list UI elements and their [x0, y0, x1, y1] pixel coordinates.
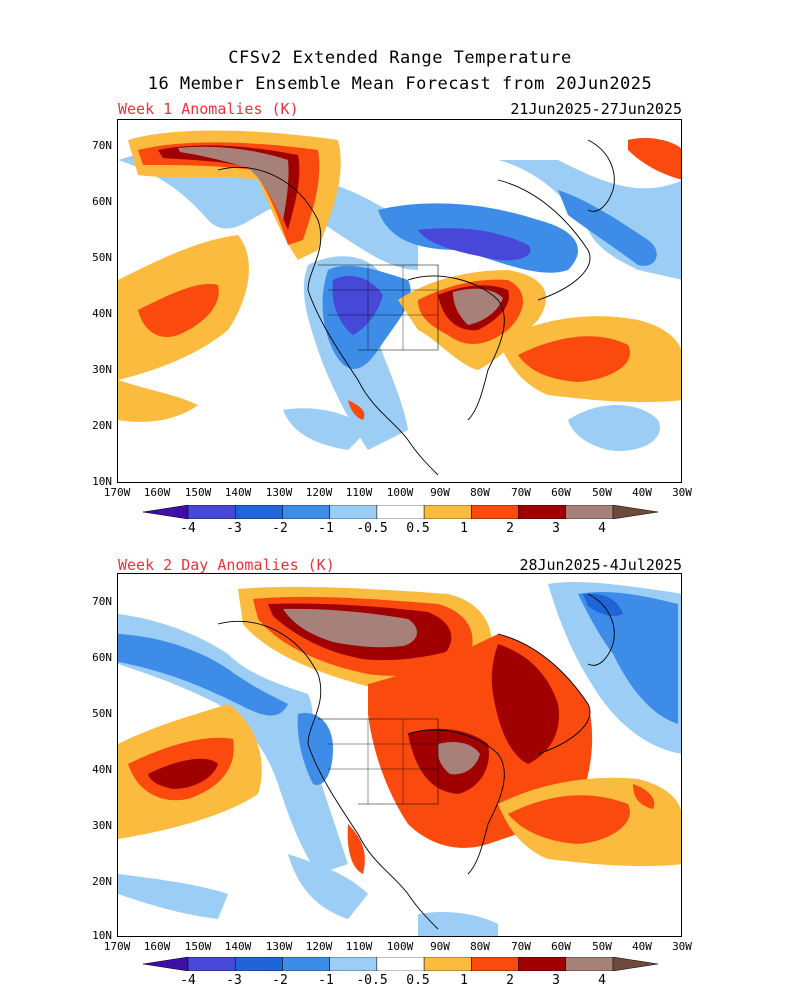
panel1-cbar-label-m05: -0.5	[356, 521, 388, 536]
panel2-map[interactable]	[117, 573, 682, 937]
panel1-lon-70w: 70W	[511, 486, 531, 499]
panel1-lon-90w: 90W	[430, 486, 450, 499]
colorbar-swatch	[329, 505, 378, 519]
panel2-lon-140w: 140W	[224, 940, 252, 953]
colorbar-end-high	[612, 957, 658, 971]
panel2-cbar-label-p3: 3	[552, 973, 560, 988]
panel2-cbar-label-m4: -4	[180, 973, 196, 988]
panel2-date-range: 28Jun2025-4Jul2025	[519, 556, 682, 574]
panel1-lat-40n: 40N	[92, 307, 112, 320]
panel1-lon-60w: 60W	[551, 486, 571, 499]
panel1-cbar-label-m2: -2	[272, 521, 288, 536]
panel2-lat-70n: 70N	[92, 595, 112, 608]
colorbar-end-low	[143, 505, 189, 519]
panel1-cbar-label-p3: 3	[552, 521, 560, 536]
panel1-lon-130w: 130W	[265, 486, 293, 499]
colorbar-swatch	[376, 957, 425, 971]
colorbar-swatch	[423, 505, 472, 519]
colorbar-end-low	[143, 957, 189, 971]
colorbar-swatch	[565, 957, 614, 971]
panel2-lat-20n: 20N	[92, 875, 112, 888]
panel1-lon-80w: 80W	[470, 486, 490, 499]
panel2-lon-170w: 170W	[103, 940, 131, 953]
panel1-lon-30w: 30W	[672, 486, 692, 499]
panel2-lon-60w: 60W	[551, 940, 571, 953]
colorbar-swatch	[518, 505, 567, 519]
panel2-cbar-label-p4: 4	[598, 973, 606, 988]
panel2-colorbar	[143, 957, 658, 971]
panel1-cbar-label-m1: -1	[318, 521, 334, 536]
panel2-lon-70w: 70W	[511, 940, 531, 953]
panel1-lon-40w: 40W	[632, 486, 652, 499]
panel2-lon-120w: 120W	[305, 940, 333, 953]
colorbar-swatch	[187, 957, 236, 971]
panel2-cbar-label-p2: 2	[506, 973, 514, 988]
colorbar-swatch	[234, 957, 283, 971]
panel2-title: Week 2 Day Anomalies (K)	[118, 556, 335, 574]
panel2-lat-30n: 30N	[92, 819, 112, 832]
panel2-lon-50w: 50W	[592, 940, 612, 953]
panel2-cbar-label-m3: -3	[226, 973, 242, 988]
panel1-lon-120w: 120W	[305, 486, 333, 499]
panel1-lon-170w: 170W	[103, 486, 131, 499]
panel2-lat-60n: 60N	[92, 651, 112, 664]
panel2-lat-50n: 50N	[92, 707, 112, 720]
figure-title-line1: CFSv2 Extended Range Temperature	[228, 48, 572, 68]
colorbar-swatch	[376, 505, 425, 519]
panel1-cbar-label-m3: -3	[226, 521, 242, 536]
panel1-cbar-label-p4: 4	[598, 521, 606, 536]
figure-title-line2: 16 Member Ensemble Mean Forecast from 20…	[147, 74, 653, 94]
colorbar-swatch	[471, 957, 519, 971]
panel2-cbar-label-m2: -2	[272, 973, 288, 988]
panel1-lon-140w: 140W	[224, 486, 252, 499]
panel1-lat-10n: 10N	[92, 475, 112, 488]
panel1-lon-150w: 150W	[184, 486, 212, 499]
panel1-map[interactable]	[117, 119, 682, 483]
panel1-lat-20n: 20N	[92, 419, 112, 432]
panel2-lon-30w: 30W	[672, 940, 692, 953]
panel1-anomaly-field	[118, 130, 681, 476]
panel1-cbar-label-p1: 1	[460, 521, 468, 536]
panel2-cbar-label-p1: 1	[460, 973, 468, 988]
panel1-colorbar	[143, 505, 658, 519]
panel1-cbar-label-p05: 0.5	[406, 521, 430, 536]
panel2-lon-130w: 130W	[265, 940, 293, 953]
panel2-lon-80w: 80W	[470, 940, 490, 953]
panel1-lon-160w: 160W	[143, 486, 171, 499]
colorbar-swatch	[187, 505, 236, 519]
panel2-cbar-label-m05: -0.5	[356, 973, 388, 988]
colorbar-swatch	[518, 957, 567, 971]
panel2-lon-90w: 90W	[430, 940, 450, 953]
panel1-lon-50w: 50W	[592, 486, 612, 499]
panel1-lat-60n: 60N	[92, 195, 112, 208]
panel2-lat-40n: 40N	[92, 763, 112, 776]
panel1-date-range: 21Jun2025-27Jun2025	[510, 100, 682, 118]
colorbar-end-high	[612, 505, 658, 519]
panel1-lat-50n: 50N	[92, 251, 112, 264]
panel2-lon-110w: 110W	[345, 940, 373, 953]
colorbar-swatch	[329, 957, 378, 971]
panel2-lon-160w: 160W	[143, 940, 171, 953]
panel2-cbar-label-p05: 0.5	[406, 973, 430, 988]
panel1-title: Week 1 Anomalies (K)	[118, 100, 299, 118]
panel2-lon-150w: 150W	[184, 940, 212, 953]
panel2-anomaly-field	[118, 582, 681, 936]
colorbar-swatch	[423, 957, 472, 971]
colorbar-swatch	[471, 505, 519, 519]
panel1-cbar-label-p2: 2	[506, 521, 514, 536]
colorbar-swatch	[234, 505, 283, 519]
colorbar-swatch	[282, 957, 330, 971]
panel2-lon-40w: 40W	[632, 940, 652, 953]
panel2-lat-10n: 10N	[92, 929, 112, 942]
colorbar-swatch	[282, 505, 330, 519]
panel1-lon-100w: 100W	[386, 486, 414, 499]
panel2-cbar-label-m1: -1	[318, 973, 334, 988]
panel2-lon-100w: 100W	[386, 940, 414, 953]
panel1-lat-30n: 30N	[92, 363, 112, 376]
panel1-cbar-label-m4: -4	[180, 521, 196, 536]
colorbar-swatch	[565, 505, 614, 519]
panel1-lat-70n: 70N	[92, 139, 112, 152]
panel1-lon-110w: 110W	[345, 486, 373, 499]
